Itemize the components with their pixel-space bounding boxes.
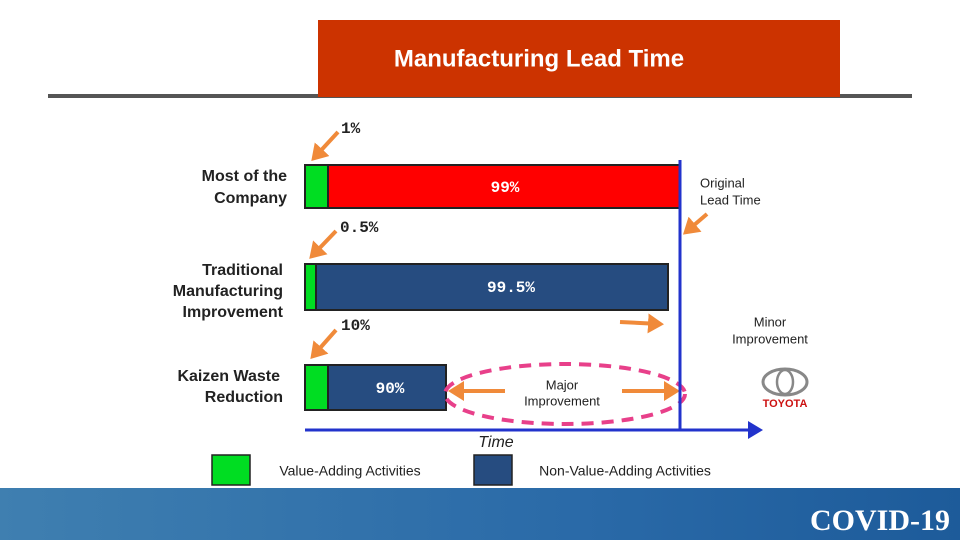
value-bar <box>304 164 329 209</box>
title-box <box>318 20 840 97</box>
pct-label: 99% <box>491 179 520 197</box>
legend-swatch <box>473 454 513 486</box>
note: Improvement <box>524 393 600 408</box>
logo: TOYOTA <box>761 367 809 410</box>
legend-label: Value-Adding Activities <box>279 463 420 479</box>
note: Original <box>700 175 745 190</box>
waste-bar <box>327 164 681 209</box>
pct-label: 10% <box>341 317 370 335</box>
value-bar <box>304 364 329 411</box>
arrow <box>310 328 338 359</box>
arrow <box>682 212 709 235</box>
footer-banner <box>0 488 960 540</box>
pct-label: 1% <box>341 120 361 138</box>
note: Minor <box>754 314 787 329</box>
pct-label: 90% <box>376 380 405 398</box>
row-label: Most of the <box>202 168 287 185</box>
note: Major <box>546 377 579 392</box>
improvement-ellipse <box>443 362 687 426</box>
row-label: Improvement <box>183 304 284 321</box>
footer-text: COVID-19 <box>810 504 950 537</box>
pct-label: 99.5% <box>487 279 535 297</box>
arrow <box>311 130 340 161</box>
arrow <box>619 313 664 334</box>
legend-swatch <box>211 454 251 486</box>
axis-label: Time <box>478 434 514 451</box>
row-label: Manufacturing <box>173 283 283 300</box>
waste-bar <box>327 364 447 411</box>
pct-label: 0.5% <box>340 219 379 237</box>
title: Manufacturing Lead Time <box>394 45 684 72</box>
note: Improvement <box>732 331 808 346</box>
arrow <box>309 229 338 259</box>
logo-text: TOYOTA <box>763 398 808 410</box>
row-label: Company <box>214 190 287 207</box>
row-label: Kaizen Waste <box>177 368 280 385</box>
value-bar <box>304 263 317 311</box>
note: Lead Time <box>700 192 761 207</box>
legend-label: Non-Value-Adding Activities <box>539 463 711 479</box>
row-label: Reduction <box>205 389 283 406</box>
waste-bar <box>315 263 669 311</box>
row-label: Traditional <box>202 262 283 279</box>
